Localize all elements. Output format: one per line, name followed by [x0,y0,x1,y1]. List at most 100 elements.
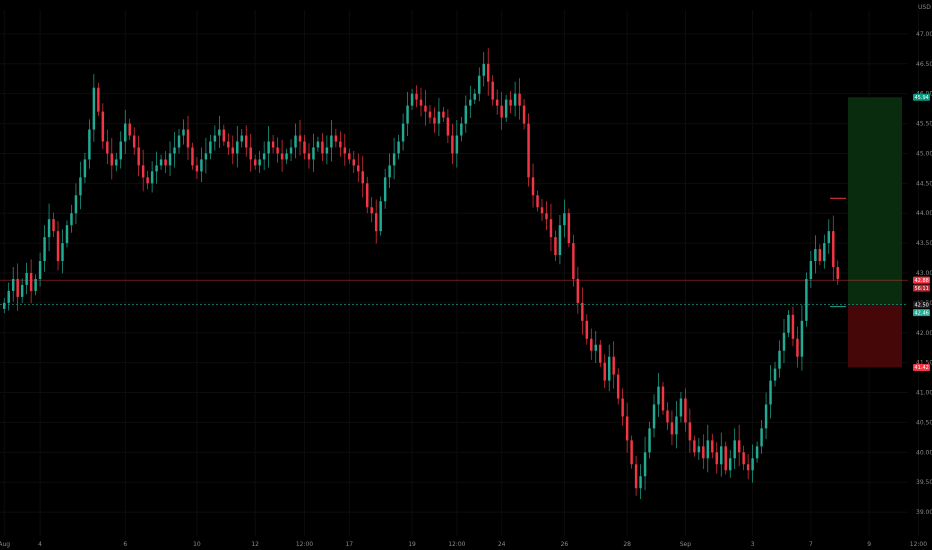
y-tick-label: 46.50 [916,61,932,68]
candle-body [124,123,127,142]
candle-body [25,273,28,285]
candle-body [527,123,530,178]
candle-body [549,219,553,238]
candle-body [348,153,351,160]
candle-body [616,374,620,399]
candle-body [590,338,593,351]
candle-body [236,141,239,154]
candle-body [204,153,208,160]
candle-body [52,219,55,232]
candle-body [330,135,333,148]
x-tick-label: 17 [345,541,353,548]
candle-body [567,213,571,244]
candle-body [428,111,432,118]
candle-body [271,141,275,148]
candle-body [760,428,763,447]
candle-body [79,177,82,196]
candle-body [321,141,324,154]
candle-body [424,105,427,112]
x-tick-label: 10 [193,541,201,548]
x-tick-label: 19 [408,541,416,548]
candle-body [482,63,485,76]
candle-body [522,105,526,124]
candle-body [267,141,270,154]
candle-body [827,231,831,244]
candle-body [746,464,750,471]
candle-body [182,129,185,136]
candle-body [724,446,727,471]
candle-body [209,141,212,154]
candle-body [7,290,10,303]
candle-body [715,452,718,465]
candle-body [47,219,51,238]
candle-body [513,93,517,106]
candle-body [258,159,261,166]
candle-body [545,213,548,220]
countdown-tag-bg [913,284,930,292]
candle-body [289,147,293,154]
take-profit-price-tag-bg [913,93,930,101]
candle-body [504,99,508,118]
countdown-tag: 56:11 [915,286,929,292]
candle-body [38,261,42,279]
candle-body [495,99,499,106]
x-tick-label: 7 [809,541,813,548]
candle-body [137,147,140,166]
candle-body [110,153,114,166]
candle-body [410,93,414,106]
candle-body [316,141,320,148]
candle-body [262,153,266,160]
candle-body [419,99,423,106]
candle-body [742,452,745,465]
time-axis[interactable]: Aug 4 6 10 12 12:00 17 19 12:00 24 26 28 Sep 3 7 9 12:00… [0,541,932,548]
x-tick-label: 26 [561,541,569,548]
candle-body [339,141,342,148]
candle-body [401,123,405,142]
candle-body [469,99,472,106]
y-tick-label: 39.00 [916,509,932,516]
candle-body [168,153,172,166]
candle-body [29,273,33,291]
x-tick-label: 12:00 [296,541,313,548]
candle-body [675,416,678,435]
candle-body [706,440,710,459]
candle-body [97,87,100,112]
candle-body [652,404,656,429]
candle-body [415,93,418,100]
candle-body [101,111,105,142]
candle-body [805,278,808,321]
x-tick-label: 4 [38,541,42,548]
candle-body [379,201,382,232]
x-tick-label: 12 [251,541,259,548]
x-tick-label: 12:00 [910,541,927,548]
stop-loss-price-tag: 41.42 [915,365,929,371]
candle-body [88,129,91,160]
candle-body [164,159,167,166]
candle-body [796,338,799,357]
candle-body [146,177,149,184]
candle-body [751,458,754,471]
y-tick-label: 40.50 [916,419,932,426]
candle-body [832,231,835,268]
candle-body [155,165,158,172]
candle-body [3,302,6,309]
candle-body [74,195,78,214]
candle-body [728,458,732,471]
candle-body [661,386,665,411]
candle-body [814,249,817,262]
position-zones[interactable] [848,97,902,368]
candle-body [478,75,481,94]
candle-body [607,356,611,381]
candle-body [253,159,257,166]
candle-body [383,177,387,202]
y-tick-label: 47.00 [916,31,932,38]
candle-body [648,428,651,453]
candle-body [464,105,468,124]
stop-loss-price-tag-bg [913,363,930,371]
entry-price-tag: 42.50 [915,302,929,308]
candle-body [294,135,297,148]
candle-body [486,63,490,82]
y-tick-label: 45.00 [916,150,932,157]
candle-body [119,141,122,160]
